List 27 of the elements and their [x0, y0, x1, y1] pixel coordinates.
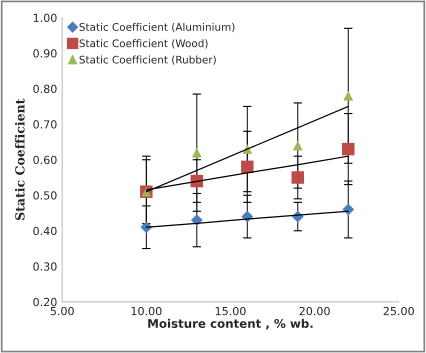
y-tick-label: 0.60	[33, 156, 57, 164]
legend-label: Static Coefficient (Aluminium)	[80, 22, 234, 32]
point	[192, 148, 202, 158]
x-tick-label: 15.00	[216, 306, 246, 316]
point	[342, 142, 355, 156]
y-tick-label: 0.20	[33, 298, 57, 306]
y-tick-label: 1.00	[34, 14, 57, 22]
point	[292, 171, 304, 184]
y-tick-label: 0.70	[33, 120, 57, 129]
legend-label: Static Coefficient (Wood)	[80, 39, 208, 48]
point	[292, 140, 303, 150]
y-tick-label: 0.30	[33, 262, 57, 271]
x-tick-label: 25.00	[384, 306, 414, 316]
x-axis-title: Moisture content , % wb.	[148, 318, 313, 330]
point	[343, 90, 354, 101]
x-tick-label: 10.00	[132, 306, 162, 316]
point	[190, 174, 204, 188]
y-tick-label: 0.90	[33, 49, 57, 58]
point	[342, 204, 354, 216]
y-tick-label: 0.80	[33, 84, 57, 94]
y-tick-label: 0.50	[33, 191, 57, 200]
y-tick-label: 0.40	[33, 226, 57, 236]
y-axis-title: Static Coefficient	[14, 98, 25, 220]
legend-label: Static Coefficient (Rubber)	[80, 56, 216, 65]
x-tick-label: 20.00	[300, 306, 330, 316]
point	[241, 160, 254, 174]
x-tick-label: 5.00	[50, 306, 74, 316]
